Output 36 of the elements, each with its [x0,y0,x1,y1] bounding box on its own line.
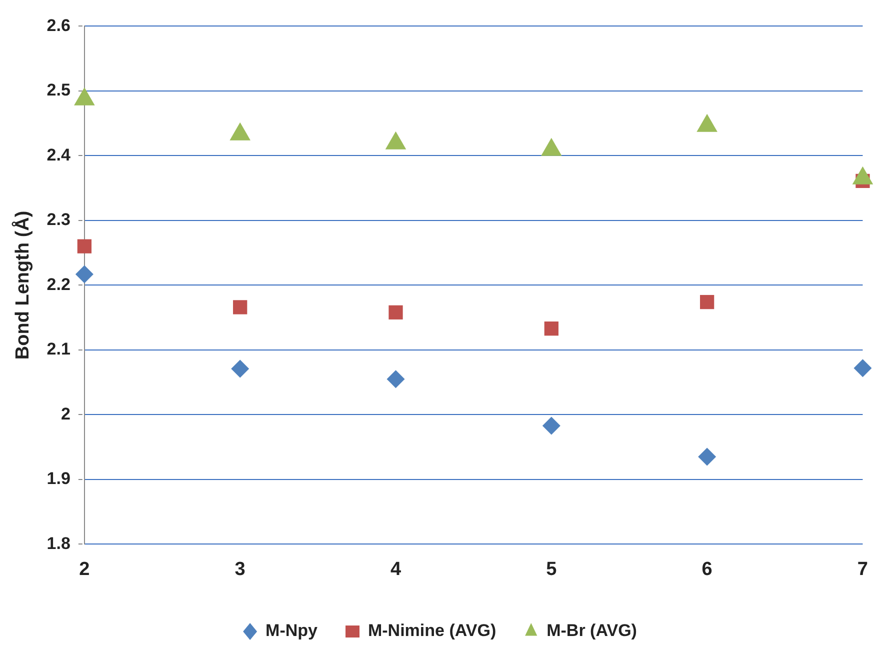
point [854,359,872,378]
point [542,416,560,435]
point [231,360,250,378]
y-tick-label: 2.3 [46,210,70,230]
y-tick-label: 2 [60,404,70,424]
point [233,300,248,314]
y-tick-label: 2.6 [46,16,70,35]
point [74,87,95,106]
legend-label: M-Br (AVG) [546,621,637,640]
point [544,322,558,336]
point [698,448,716,466]
point [852,166,874,184]
legend-label: M-Nimine (AVG) [368,621,496,640]
y-tick-label: 1.8 [46,534,70,553]
x-tick-label: 3 [234,558,246,580]
x-tick-label: 4 [390,558,402,580]
point [388,305,403,320]
point [696,114,718,132]
y-tick-label: 2.5 [46,80,70,100]
point [700,294,714,310]
point [230,122,250,140]
y-tick-label: 2.4 [46,145,71,164]
x-tick-label: 7 [857,558,868,580]
x-tick-label: 5 [546,558,558,580]
x-tick-label: 6 [702,558,712,580]
y-tick-label: 2.2 [46,274,70,294]
point [385,131,406,150]
y-tick-label: 2.1 [46,340,70,359]
point [77,239,92,254]
legend-label: M-Npy [266,621,318,640]
y-tick-label: 1.9 [46,469,70,488]
point [541,138,562,156]
y-axis-title: Bond Length (Å) [12,210,34,360]
x-tick-label: 2 [79,558,90,580]
point [75,265,94,284]
point [386,370,405,388]
